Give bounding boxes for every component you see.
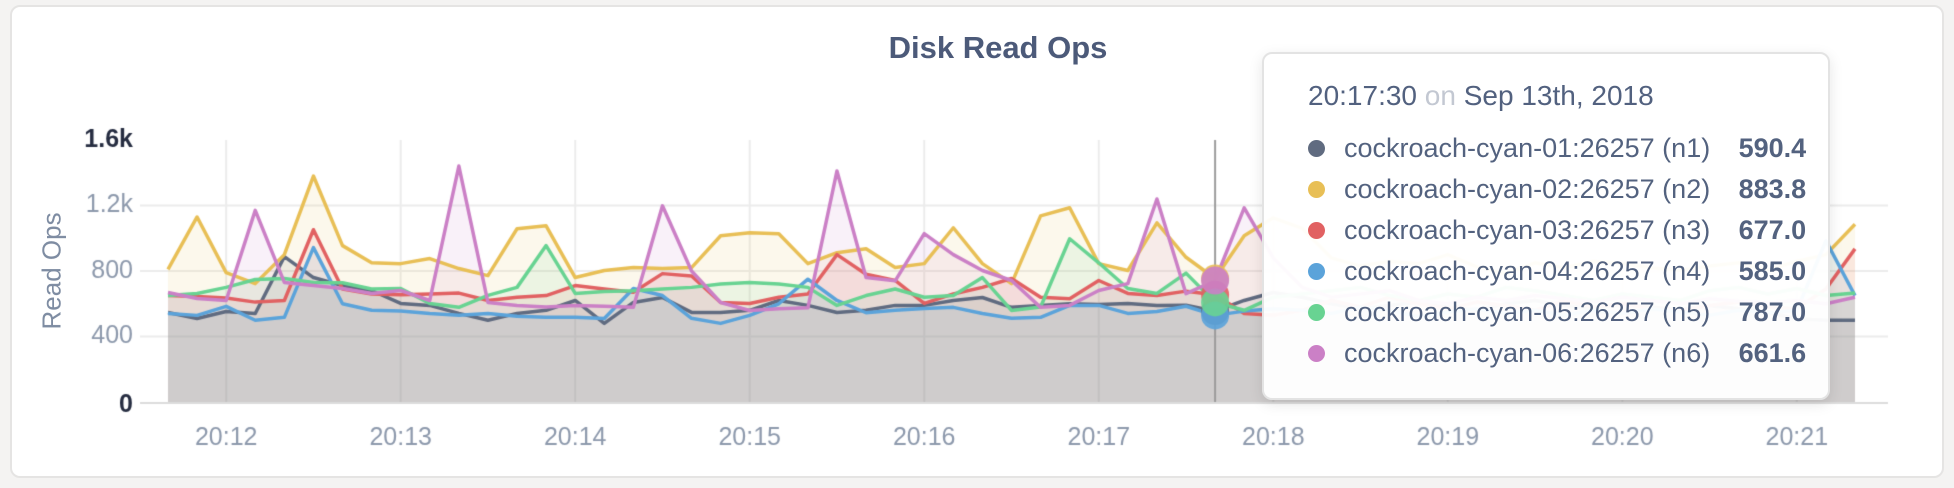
- chart-title: Disk Read Ops: [888, 30, 1108, 65]
- series-color-dot: [1308, 304, 1325, 321]
- series-value: 585.0: [1738, 256, 1807, 286]
- tooltip-series-row: cockroach-cyan-02:26257 (n2) 883.8: [1308, 169, 1806, 210]
- y-axis-title-text: Read Ops: [36, 212, 67, 330]
- tooltip-series-row: cockroach-cyan-03:26257 (n3) 677.0: [1308, 210, 1806, 251]
- series-value: 883.8: [1738, 174, 1807, 204]
- tooltip-rows: cockroach-cyan-01:26257 (n1) 590.4 cockroa…: [1308, 128, 1806, 374]
- series-label: cockroach-cyan-02:26257 (n2): [1344, 174, 1711, 204]
- tooltip-conjunction: on: [1424, 80, 1456, 111]
- series-label: cockroach-cyan-05:26257 (n5): [1344, 297, 1711, 327]
- tooltip-title: 20:17:30 on Sep 13th, 2018: [1308, 80, 1784, 112]
- series-value: 677.0: [1738, 215, 1807, 245]
- series-color-dot: [1308, 263, 1325, 280]
- tooltip-series-row: cockroach-cyan-05:26257 (n5) 787.0: [1308, 292, 1806, 333]
- series-color-dot: [1308, 222, 1325, 239]
- series-color-dot: [1308, 140, 1325, 157]
- tooltip-date: Sep 13th, 2018: [1463, 80, 1654, 111]
- tooltip-series-row: cockroach-cyan-04:26257 (n4) 585.0: [1308, 251, 1806, 292]
- tooltip-time: 20:17:30: [1308, 80, 1417, 111]
- chart-tooltip: 20:17:30 on Sep 13th, 2018 cockroach-cya…: [1262, 52, 1830, 400]
- series-label: cockroach-cyan-03:26257 (n3): [1344, 215, 1711, 245]
- series-color-dot: [1308, 181, 1325, 198]
- series-label: cockroach-cyan-06:26257 (n6): [1344, 338, 1711, 368]
- series-color-dot: [1308, 345, 1325, 362]
- series-label: cockroach-cyan-04:26257 (n4): [1344, 256, 1711, 286]
- tooltip-series-row: cockroach-cyan-06:26257 (n6) 661.6: [1308, 333, 1806, 374]
- series-value: 787.0: [1738, 297, 1807, 327]
- series-label: cockroach-cyan-01:26257 (n1): [1344, 133, 1711, 163]
- tooltip-series-row: cockroach-cyan-01:26257 (n1) 590.4: [1308, 128, 1806, 169]
- series-value: 661.6: [1738, 338, 1807, 368]
- series-value: 590.4: [1738, 133, 1807, 163]
